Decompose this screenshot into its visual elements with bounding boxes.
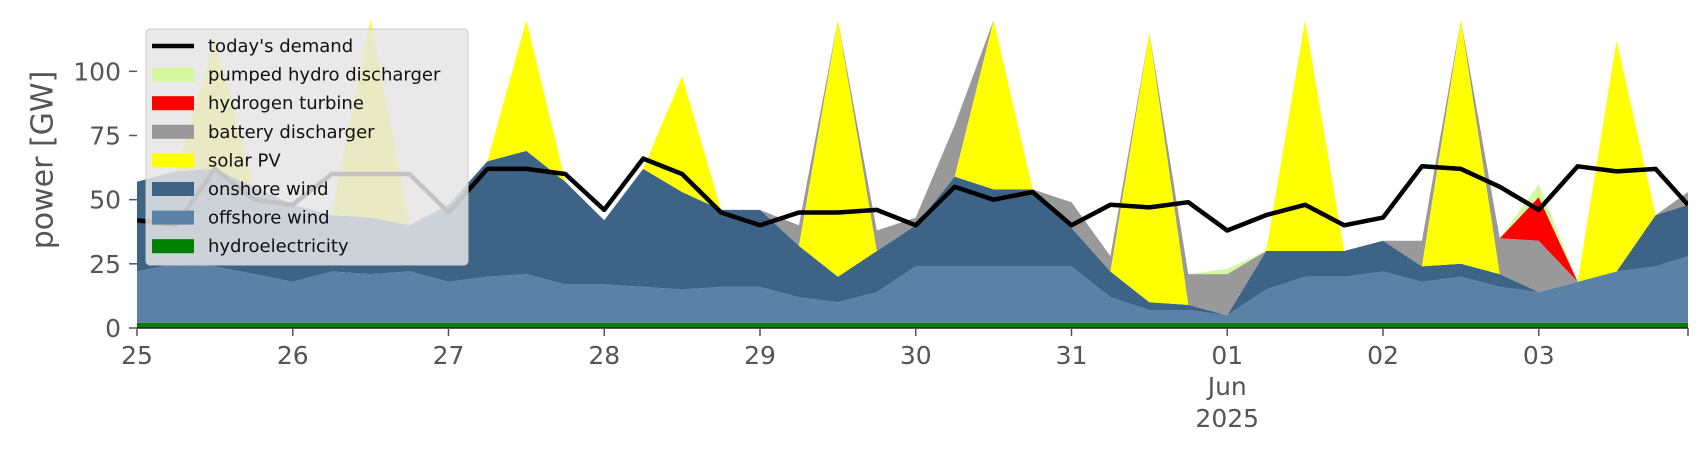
- legend-label: solar PV: [208, 150, 281, 171]
- y-tick-label: 100: [73, 57, 121, 86]
- legend-label: today's demand: [208, 36, 353, 57]
- legend-swatch: [152, 182, 194, 196]
- x-tick-label: 30: [900, 341, 932, 370]
- legend-items: today's demand pumped hydro discharger hyd…: [152, 36, 441, 257]
- area-offshore-wind: [137, 256, 1688, 323]
- legend-swatch: [152, 153, 194, 168]
- legend-label: hydrogen turbine: [208, 93, 364, 114]
- legend-swatch: [152, 210, 194, 225]
- y-tick-label: 0: [105, 314, 121, 343]
- legend: today's demand pumped hydro discharger hyd…: [145, 28, 469, 266]
- legend-label: onshore wind: [208, 179, 329, 200]
- y-axis-label: power [GW]: [26, 71, 61, 250]
- area-solar-pv: [137, 20, 1688, 316]
- x-tick-label: 26: [277, 341, 309, 370]
- x-tick-label: 27: [433, 341, 465, 370]
- x-tick-label: 03: [1523, 341, 1555, 370]
- x-tick-month-label: Jun: [1206, 372, 1247, 401]
- y-tick-label: 75: [89, 122, 121, 151]
- legend-swatch: [152, 96, 194, 111]
- plot-areas: [137, 20, 1688, 328]
- x-tick-label: 02: [1367, 341, 1399, 370]
- legend-label: battery discharger: [208, 122, 375, 143]
- x-tick-label: 31: [1056, 341, 1088, 370]
- area-battery-discharger: [137, 20, 1688, 316]
- x-tick-label: 25: [121, 341, 153, 370]
- x-tick-label: 01: [1211, 341, 1243, 370]
- legend-label: offshore wind: [208, 208, 330, 229]
- y-tick-label: 50: [89, 186, 121, 215]
- legend-label: pumped hydro discharger: [208, 65, 441, 86]
- legend-swatch: [152, 124, 194, 139]
- x-tick-label: 28: [588, 341, 620, 370]
- legend-swatch: [152, 239, 194, 254]
- legend-swatch: [152, 67, 194, 82]
- x-tick-label: 29: [744, 341, 776, 370]
- legend-frame: [145, 28, 469, 266]
- legend-label: hydroelectricity: [208, 236, 349, 257]
- y-tick-label: 25: [89, 250, 121, 279]
- x-tick-year-label: 2025: [1195, 404, 1259, 433]
- area-onshore-wind: [137, 150, 1688, 316]
- area-hydroelectricity: [137, 322, 1688, 328]
